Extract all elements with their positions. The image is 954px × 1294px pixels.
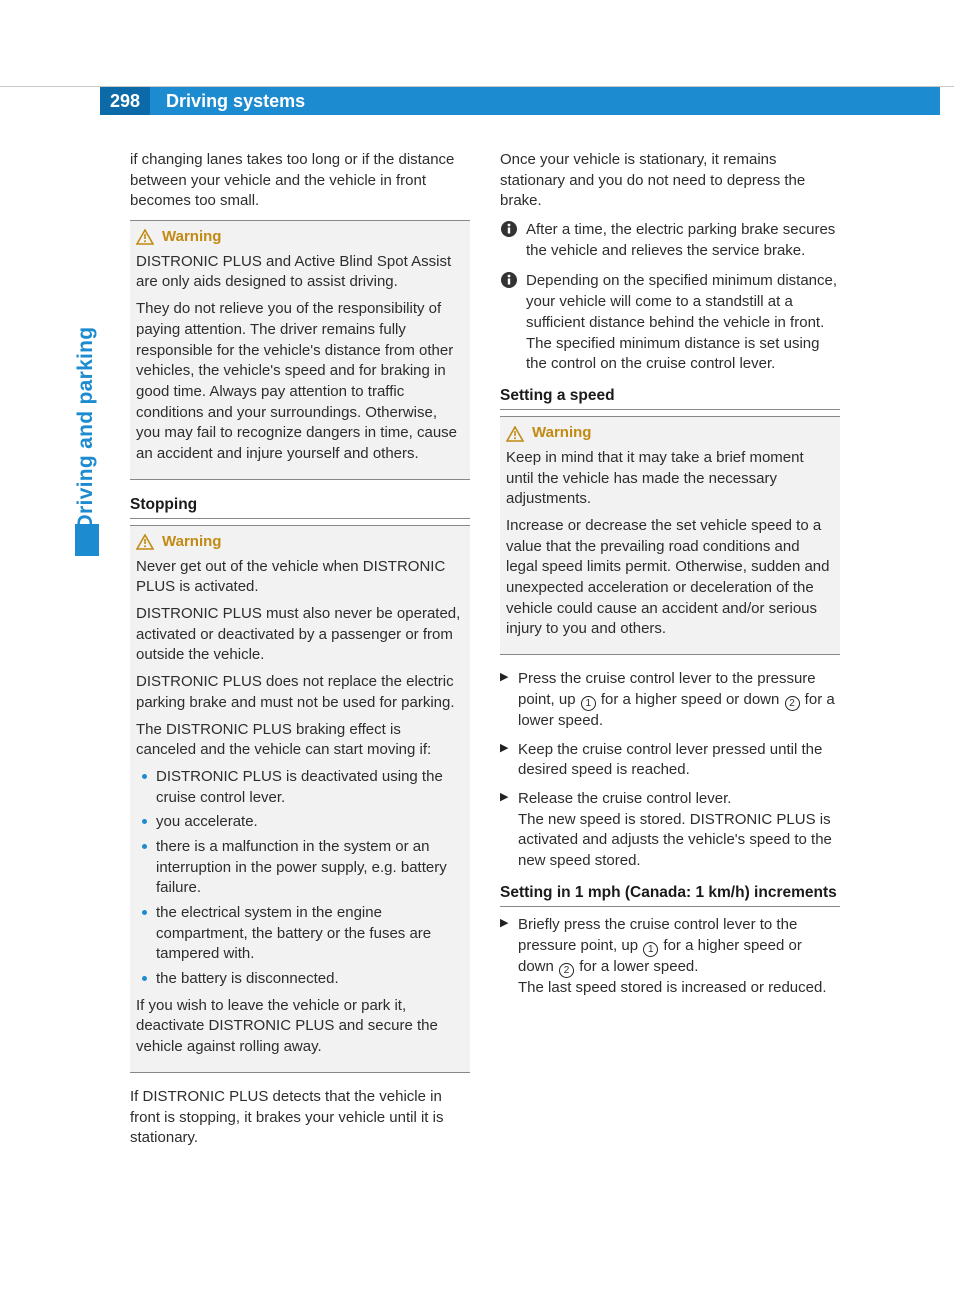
info2-text: Depending on the specified minimum dista… bbox=[526, 271, 840, 374]
ref-2: 2 bbox=[785, 696, 800, 711]
info1-text: After a time, the electric parking brake… bbox=[526, 220, 840, 261]
ref-1: 1 bbox=[643, 942, 658, 957]
warn1-p1: DISTRONIC PLUS and Active Blind Spot Ass… bbox=[136, 252, 464, 293]
info-icon bbox=[500, 271, 518, 374]
side-tab: Driving and parking bbox=[73, 306, 101, 556]
step-item: Briefly press the cruise control lever t… bbox=[500, 915, 840, 998]
warning-label-1: Warning bbox=[162, 227, 221, 248]
ref-1: 1 bbox=[581, 696, 596, 711]
step2a-post: for a lower speed. bbox=[575, 958, 698, 975]
list-item: you accelerate. bbox=[142, 812, 464, 833]
page: 298 Driving systems Driving and parking … bbox=[0, 0, 954, 1294]
warning-head-2: Warning bbox=[136, 532, 464, 553]
warn3-p2: Increase or decrease the set vehicle spe… bbox=[506, 516, 834, 640]
warning-box-2: Warning Never get out of the vehicle whe… bbox=[130, 525, 470, 1073]
step1a-mid: for a higher speed or down bbox=[597, 691, 784, 708]
list-item: DISTRONIC PLUS is deactivated using the … bbox=[142, 767, 464, 808]
step-item: Release the cruise control lever. The ne… bbox=[500, 789, 840, 872]
step1c-1: Release the cruise control lever. bbox=[518, 790, 731, 807]
list-item: there is a malfunction in the system or … bbox=[142, 837, 464, 899]
warning-head-3: Warning bbox=[506, 423, 834, 444]
warn2-p1: Never get out of the vehicle when DISTRO… bbox=[136, 557, 464, 598]
warn3-p1: Keep in mind that it may take a brief mo… bbox=[506, 448, 834, 510]
ref-2: 2 bbox=[559, 963, 574, 978]
page-header: 298 Driving systems bbox=[100, 87, 940, 115]
steps-1: Press the cruise control lever to the pr… bbox=[500, 669, 840, 872]
warn1-p2: They do not relieve you of the responsib… bbox=[136, 299, 464, 465]
left-tail: If DISTRONIC PLUS detects that the vehic… bbox=[130, 1087, 470, 1149]
side-tab-label: Driving and parking bbox=[74, 303, 98, 553]
warning-box-1: Warning DISTRONIC PLUS and Active Blind … bbox=[130, 220, 470, 480]
warning-icon bbox=[506, 426, 524, 442]
right-column: Once your vehicle is stationary, it rema… bbox=[500, 150, 840, 1157]
list-item: the battery is disconnected. bbox=[142, 969, 464, 990]
step-item: Keep the cruise control lever pressed un… bbox=[500, 740, 840, 781]
page-title: Driving systems bbox=[150, 87, 940, 115]
warning-head-1: Warning bbox=[136, 227, 464, 248]
warning-box-3: Warning Keep in mind that it may take a … bbox=[500, 416, 840, 655]
step1c-2: The new speed is stored. DISTRONIC PLUS … bbox=[518, 811, 832, 869]
side-tab-block bbox=[75, 524, 99, 556]
warning-icon bbox=[136, 229, 154, 245]
warning-label-2: Warning bbox=[162, 532, 221, 553]
step2a-tail: The last speed stored is increased or re… bbox=[518, 979, 827, 996]
set-speed-heading: Setting a speed bbox=[500, 385, 840, 410]
steps-2: Briefly press the cruise control lever t… bbox=[500, 915, 840, 998]
warn2-p3: DISTRONIC PLUS does not replace the elec… bbox=[136, 672, 464, 713]
increments-heading: Setting in 1 mph (Canada: 1 km/h) increm… bbox=[500, 882, 840, 907]
left-column: if changing lanes takes too long or if t… bbox=[130, 150, 470, 1157]
list-item: the electrical system in the engine comp… bbox=[142, 903, 464, 965]
warning-icon bbox=[136, 534, 154, 550]
info-row-2: Depending on the specified minimum dista… bbox=[500, 271, 840, 374]
warn2-p4: The DISTRONIC PLUS braking effect is can… bbox=[136, 720, 464, 761]
warn2-p5: If you wish to leave the vehicle or park… bbox=[136, 996, 464, 1058]
left-intro: if changing lanes takes too long or if t… bbox=[130, 150, 470, 212]
right-intro: Once your vehicle is stationary, it rema… bbox=[500, 150, 840, 212]
info-row-1: After a time, the electric parking brake… bbox=[500, 220, 840, 261]
stopping-heading: Stopping bbox=[130, 494, 470, 519]
page-number: 298 bbox=[100, 87, 150, 115]
info-icon bbox=[500, 220, 518, 261]
step-item: Press the cruise control lever to the pr… bbox=[500, 669, 840, 731]
warn2-p2: DISTRONIC PLUS must also never be operat… bbox=[136, 604, 464, 666]
content: if changing lanes takes too long or if t… bbox=[130, 150, 910, 1157]
warn2-bullets: DISTRONIC PLUS is deactivated using the … bbox=[136, 767, 464, 990]
warning-label-3: Warning bbox=[532, 423, 591, 444]
